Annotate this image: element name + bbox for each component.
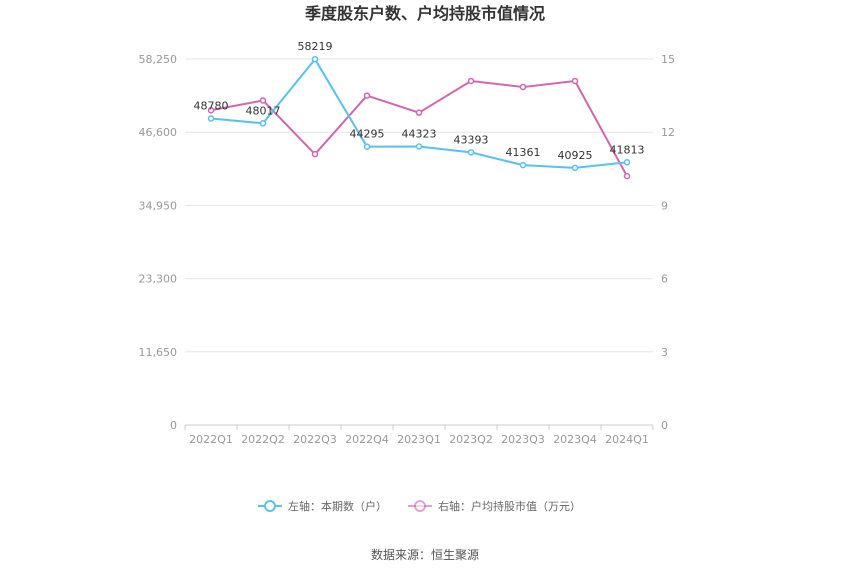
right-axis-tick-label: 12 bbox=[661, 126, 675, 139]
data-label: 41361 bbox=[506, 146, 541, 159]
data-label: 58219 bbox=[298, 40, 333, 53]
data-point bbox=[259, 120, 267, 127]
x-axis-tick-label: 2023Q1 bbox=[397, 433, 441, 446]
left-axis-tick-label: 46,600 bbox=[139, 126, 178, 139]
data-point bbox=[363, 143, 371, 150]
x-axis-tick-label: 2022Q2 bbox=[241, 433, 285, 446]
right-axis-tick-label: 15 bbox=[661, 53, 675, 66]
data-source-note: 数据来源：恒生聚源 bbox=[371, 547, 479, 562]
x-axis-tick-label: 2024Q1 bbox=[605, 433, 649, 446]
legend-marker-icon bbox=[414, 500, 426, 512]
data-point bbox=[467, 149, 475, 156]
x-axis-tick-label: 2023Q4 bbox=[553, 433, 597, 446]
right-axis-tick-label: 9 bbox=[661, 199, 668, 212]
data-label: 43393 bbox=[454, 133, 489, 146]
left-axis-tick-label: 23,300 bbox=[139, 273, 178, 286]
data-label: 48780 bbox=[194, 100, 229, 113]
data-point bbox=[207, 115, 215, 122]
x-axis-tick-label: 2022Q1 bbox=[189, 433, 233, 446]
data-point bbox=[519, 161, 527, 169]
legend[interactable]: 左轴：本期数（户） 右轴：户均持股市值（万元） bbox=[258, 499, 581, 513]
data-point bbox=[311, 150, 319, 158]
left-axis-tick-label: 34,950 bbox=[139, 199, 178, 212]
right-axis-tick-label: 6 bbox=[661, 273, 668, 286]
legend-item[interactable]: 右轴：户均持股市值（万元） bbox=[408, 499, 581, 513]
right-axis-tick-label: 3 bbox=[661, 346, 668, 359]
data-label: 44295 bbox=[350, 128, 385, 141]
chart-title: 季度股东户数、户均持股市值情况 bbox=[304, 4, 545, 23]
grid-layer bbox=[185, 58, 653, 353]
data-label: 41813 bbox=[610, 143, 645, 156]
left-axis-tick-label: 58,250 bbox=[139, 53, 178, 66]
legend-label: 左轴：本期数（户） bbox=[288, 499, 387, 513]
x-axis-tick-label: 2023Q3 bbox=[501, 433, 545, 446]
left-axis-tick-label: 0 bbox=[170, 419, 177, 432]
data-point bbox=[415, 143, 423, 150]
data-point bbox=[363, 92, 371, 99]
x-axis-tick-label: 2022Q3 bbox=[293, 433, 337, 446]
data-point bbox=[415, 109, 423, 116]
legend-label: 右轴：户均持股市值（万元） bbox=[438, 499, 581, 513]
data-point bbox=[571, 164, 579, 172]
legend-marker-icon bbox=[264, 500, 276, 512]
data-point bbox=[207, 106, 215, 114]
data-label: 48017 bbox=[246, 104, 281, 117]
data-point bbox=[623, 172, 631, 180]
legend-item[interactable]: 左轴：本期数（户） bbox=[258, 499, 387, 513]
x-axis-tick-label: 2023Q2 bbox=[449, 433, 493, 446]
right-axis-tick-label: 0 bbox=[661, 419, 668, 432]
data-point bbox=[311, 55, 319, 63]
series-layer bbox=[207, 55, 631, 180]
data-point bbox=[571, 77, 579, 85]
axis-layer: 0 11,650 23,300 34,950 46,600 58,250 0 3 6 9 12 15 2… bbox=[139, 53, 676, 446]
x-axis-tick-label: 2022Q4 bbox=[345, 433, 389, 446]
data-label-layer: 48780 48017 58219 44295 44323 43393 41361 40925… bbox=[194, 40, 645, 162]
data-label: 40925 bbox=[558, 149, 593, 162]
data-label: 44323 bbox=[402, 128, 437, 141]
data-point bbox=[623, 159, 631, 166]
data-point bbox=[467, 77, 475, 85]
data-point bbox=[259, 97, 267, 104]
data-point bbox=[519, 83, 527, 91]
left-axis-tick-label: 11,650 bbox=[139, 346, 178, 359]
